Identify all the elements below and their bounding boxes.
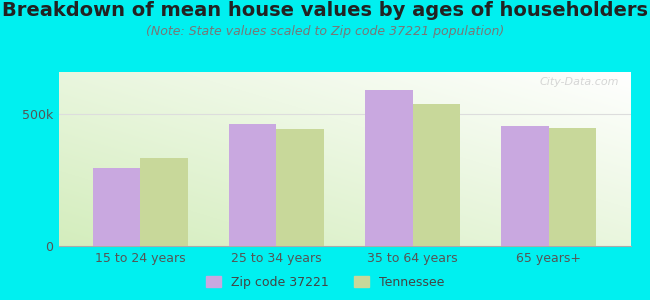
Bar (140, 158, 188, 246)
Bar (276, 129, 324, 246)
Bar (92, 168, 140, 246)
Bar (365, 91, 413, 246)
Text: (Note: State values scaled to Zip code 37221 population): (Note: State values scaled to Zip code 3… (146, 26, 504, 38)
Legend: Zip code 37221, Tennessee: Zip code 37221, Tennessee (201, 271, 449, 294)
Bar (229, 124, 276, 246)
Text: City-Data.com: City-Data.com (540, 77, 619, 87)
Bar (549, 128, 597, 246)
Text: Breakdown of mean house values by ages of householders: Breakdown of mean house values by ages o… (2, 2, 648, 20)
Bar (501, 126, 549, 246)
Bar (413, 103, 460, 246)
